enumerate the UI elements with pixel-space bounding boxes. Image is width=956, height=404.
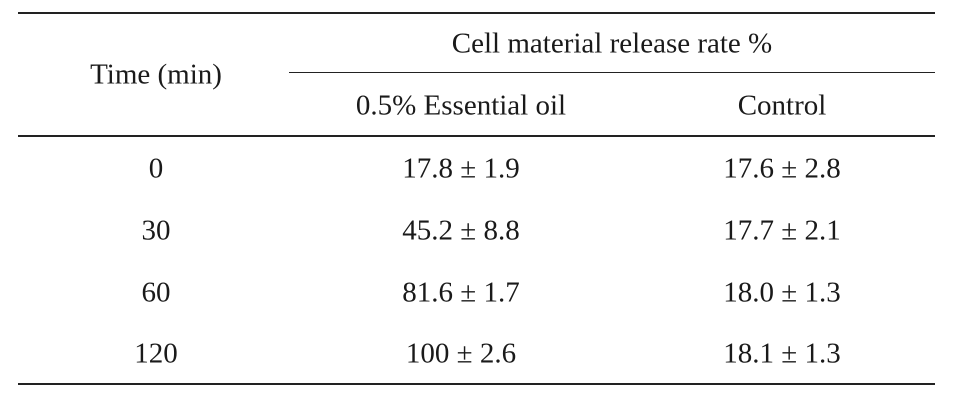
header-bottom-rule: [18, 135, 935, 137]
control-column-header: Control: [737, 89, 827, 122]
time-cell: 0: [148, 152, 164, 185]
essential-oil-cell: 81.6 ± 1.7: [402, 276, 520, 309]
control-cell: 17.7 ± 2.1: [723, 214, 841, 247]
control-cell: 18.0 ± 1.3: [723, 276, 841, 309]
release-rate-group-header: Cell material release rate %: [451, 27, 773, 60]
essential-oil-column-header: 0.5% Essential oil: [355, 89, 567, 122]
table-top-rule: [18, 12, 935, 14]
essential-oil-cell: 45.2 ± 8.8: [402, 214, 520, 247]
essential-oil-cell: 100 ± 2.6: [405, 337, 517, 370]
time-cell: 30: [141, 214, 171, 247]
control-cell: 18.1 ± 1.3: [723, 337, 841, 370]
time-column-header: Time (min): [90, 58, 222, 91]
time-cell: 60: [141, 276, 171, 309]
essential-oil-cell: 17.8 ± 1.9: [402, 152, 520, 185]
group-header-rule: [289, 72, 935, 73]
control-cell: 17.6 ± 2.8: [723, 152, 841, 185]
table-bottom-rule: [18, 383, 935, 385]
time-cell: 120: [134, 337, 178, 370]
